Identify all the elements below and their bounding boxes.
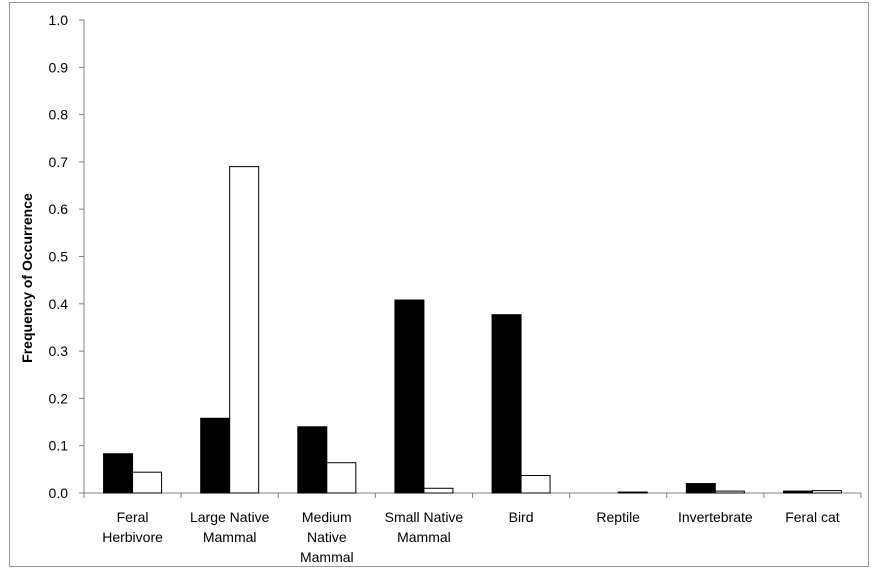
x-tick-label: Reptile — [596, 509, 640, 525]
bar — [520, 474, 551, 494]
axes — [79, 19, 862, 498]
x-tick-label: Feral — [117, 509, 149, 525]
x-tick-label: Invertebrate — [678, 509, 753, 525]
bar — [394, 299, 425, 494]
x-tick-label: Large Native — [190, 509, 270, 525]
bar — [200, 417, 231, 494]
bar — [491, 314, 522, 494]
y-tick-label: 0.4 — [49, 296, 69, 312]
y-tick-label: 0.0 — [49, 485, 69, 501]
x-tick-label: Mammal — [397, 529, 451, 545]
bar — [132, 471, 163, 494]
y-tick-label: 0.8 — [49, 107, 69, 123]
x-tick-label: Small Native — [385, 509, 464, 525]
bar — [423, 487, 454, 494]
y-tick-label: 1.0 — [49, 12, 69, 28]
bar — [326, 462, 357, 494]
x-tick-label: Bird — [509, 509, 534, 525]
y-tick-label: 0.1 — [49, 438, 69, 454]
x-tick-label: Mammal — [300, 549, 354, 565]
bars — [103, 166, 842, 494]
x-tick-label: Native — [307, 529, 347, 545]
bar — [617, 491, 648, 494]
bar — [714, 490, 745, 494]
bar — [229, 166, 260, 494]
y-axis-title: Frequency of Occurrence — [19, 193, 35, 363]
x-tick-label: Medium — [302, 509, 352, 525]
x-tick-label: Herbivore — [102, 529, 163, 545]
y-tick-label: 0.6 — [49, 201, 69, 217]
bar — [811, 490, 842, 494]
bar — [297, 426, 328, 494]
x-tick-label: Feral cat — [785, 509, 840, 525]
y-tick-label: 0.5 — [49, 249, 69, 265]
labels: 0.0 0.1 0.2 0.3 0.4 0.5 0.6 0.7 0.8 0.9 1.0 Feral He… — [49, 12, 840, 565]
bar — [782, 490, 813, 494]
y-tick-label: 0.7 — [49, 154, 69, 170]
y-tick-label: 0.2 — [49, 390, 69, 406]
bar — [685, 483, 716, 494]
bar — [103, 453, 134, 494]
x-tick-label: Mammal — [203, 529, 257, 545]
y-tick-label: 0.9 — [49, 59, 69, 75]
y-tick-label: 0.3 — [49, 343, 69, 359]
